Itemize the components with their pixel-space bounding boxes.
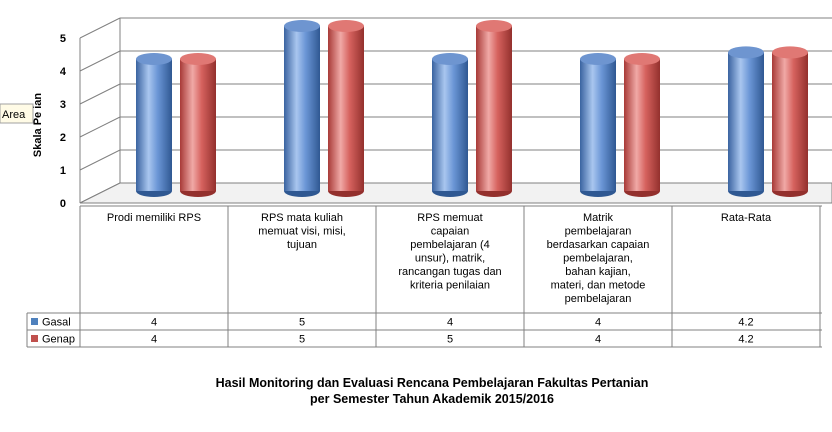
data-table: Prodi memiliki RPS RPS mata kuliah memuat … bbox=[26, 205, 822, 348]
legend-label: Gasal bbox=[42, 317, 71, 329]
bar-gasal-3 bbox=[432, 53, 468, 197]
legend-label: Genap bbox=[42, 334, 75, 346]
y-tick-label: 2 bbox=[60, 132, 66, 144]
chart-title-line: Hasil Monitoring dan Evaluasi Rencana Pe… bbox=[216, 376, 649, 390]
y-tick-label: 4 bbox=[60, 66, 67, 78]
grid-line bbox=[79, 17, 121, 39]
bars bbox=[136, 20, 808, 197]
bar-gasal-1 bbox=[136, 53, 172, 197]
grid-line bbox=[79, 83, 121, 105]
bar-genap-4 bbox=[624, 53, 660, 197]
y-axis-label: Skala Pe ian bbox=[32, 93, 44, 157]
data-cell: 5 bbox=[447, 334, 453, 346]
tooltip: Area bbox=[0, 103, 34, 124]
data-cell: 4.2 bbox=[738, 317, 753, 329]
legend-swatch bbox=[31, 318, 38, 325]
y-tick-label: 3 bbox=[60, 99, 66, 111]
data-cell: 4 bbox=[151, 334, 157, 346]
chart-title: Hasil Monitoring dan Evaluasi Rencana Pe… bbox=[216, 376, 649, 406]
bar-gasal-4 bbox=[580, 53, 616, 197]
category-label: RPS memuat capaian pembelajaran (4 unsur), … bbox=[398, 212, 501, 292]
grid-line bbox=[79, 116, 121, 138]
data-cell: 4 bbox=[447, 317, 453, 329]
data-cell: 5 bbox=[299, 334, 305, 346]
bar-genap-1 bbox=[180, 53, 216, 197]
y-tick-label: 1 bbox=[60, 165, 66, 177]
y-axis: 0 1 2 3 4 5 bbox=[60, 33, 67, 210]
grid-line bbox=[79, 149, 121, 171]
y-tick-label: 5 bbox=[60, 33, 66, 45]
category-label: Prodi memiliki RPS bbox=[107, 212, 201, 224]
category-label: Matrik pembelajaran berdasarkan capaian pem… bbox=[547, 212, 650, 305]
data-cell: 4 bbox=[595, 317, 601, 329]
grid-line bbox=[79, 50, 121, 72]
category-label: Rata-Rata bbox=[721, 212, 772, 224]
chart-title-line: per Semester Tahun Akademik 2015/2016 bbox=[310, 392, 554, 406]
data-cell: 4 bbox=[151, 317, 157, 329]
bar-gasal-5 bbox=[728, 46, 764, 197]
category-label: RPS mata kuliah memuat visi, misi, tujuan bbox=[258, 212, 345, 251]
y-tick-label: 0 bbox=[60, 198, 66, 210]
bar-genap-2 bbox=[328, 20, 364, 197]
bar-genap-5 bbox=[772, 46, 808, 197]
data-cell: 4.2 bbox=[738, 334, 753, 346]
data-cell: 5 bbox=[299, 317, 305, 329]
data-cell: 4 bbox=[595, 334, 601, 346]
bar-gasal-2 bbox=[284, 20, 320, 197]
legend-swatch bbox=[31, 335, 38, 342]
bar-genap-3 bbox=[476, 20, 512, 197]
tooltip-text: Area bbox=[2, 109, 26, 121]
